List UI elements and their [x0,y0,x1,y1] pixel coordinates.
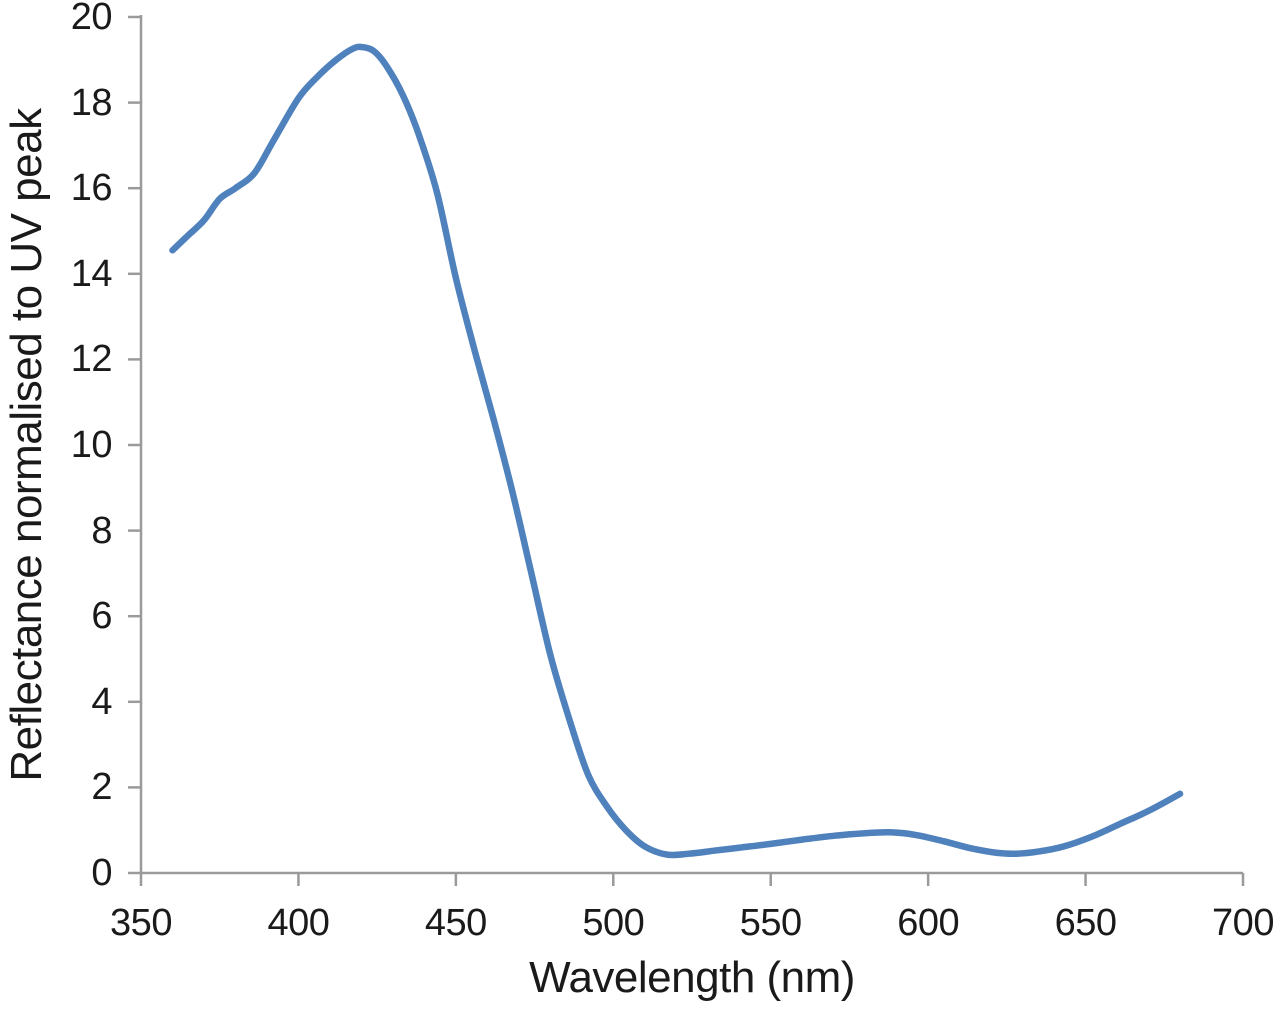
x-axis-title: Wavelength (nm) [529,953,855,1002]
x-tick-label: 400 [267,902,330,944]
y-tick-label: 0 [91,852,112,894]
y-tick-label: 18 [70,81,113,124]
x-tick-label: 600 [897,902,960,944]
x-tick-label: 450 [424,902,487,944]
y-tick-label: 16 [70,167,113,210]
y-tick-label: 4 [91,680,112,723]
y-tick-label: 10 [70,424,113,466]
axes [128,15,1245,886]
y-tick-label: 2 [91,766,112,809]
y-tick-label: 8 [91,509,112,552]
y-tick-label: 14 [70,252,113,295]
x-tick-label: 700 [1212,902,1274,944]
x-tick-label: 350 [110,902,172,944]
y-tick-label: 6 [91,595,112,638]
reflectance-curve [169,43,1184,859]
x-tick-label: 550 [739,902,802,944]
y-tick-label: 12 [70,338,113,381]
x-tick-label: 500 [582,902,645,944]
x-tick-label: 650 [1054,902,1117,944]
y-axis-title: Reflectance normalised to UV peak [2,108,51,782]
y-tick-label: 20 [70,0,113,38]
